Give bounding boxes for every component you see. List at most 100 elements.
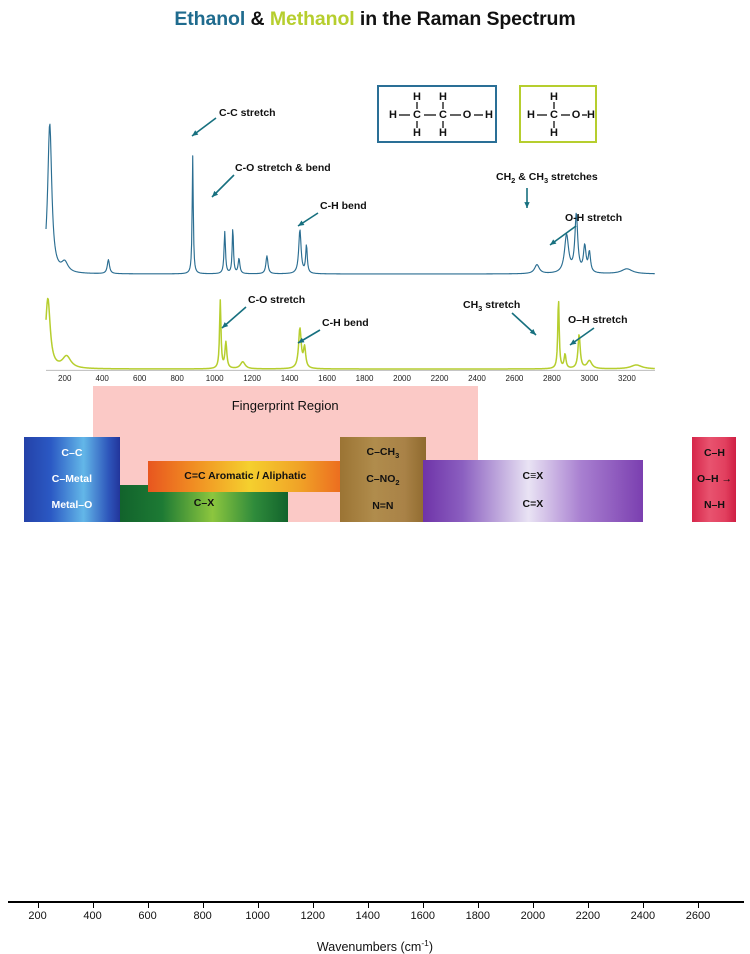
band-triple-double-x-label-0: C≡X (522, 470, 544, 483)
svg-text:H: H (527, 109, 535, 121)
band-tick-label-1600: 1600 (410, 910, 436, 922)
svg-text:H: H (485, 109, 493, 121)
band-axis-caption-close: ) (428, 940, 434, 954)
spectra-tick-1000: 1000 (205, 374, 224, 383)
band-c-ch3-no2-nn-label-1: C–NO2 (366, 472, 400, 488)
spectra-tick-1400: 1400 (280, 374, 299, 383)
band-axis-caption: Wavenumbers (cm-1) (0, 938, 750, 954)
annotation-methanol-oh-stretch: O–H stretch (568, 314, 628, 326)
band-tick-label-2000: 2000 (520, 910, 546, 922)
fingerprint-region-label: Fingerprint Region (231, 398, 339, 413)
band-tick-label-1400: 1400 (355, 910, 380, 922)
svg-text:O: O (463, 109, 472, 121)
band-c-x-label-0: C–X (193, 496, 215, 509)
band-tick-600 (147, 901, 149, 908)
spectra-tick-200: 200 (58, 374, 72, 383)
title-methanol: Methanol (269, 8, 355, 30)
annotation-methanol-co-stretch: C-O stretch (248, 294, 306, 306)
spectra-tick-2600: 2600 (505, 374, 524, 383)
spectra-tick-1200: 1200 (243, 374, 262, 383)
band-tick-label-2600: 2600 (685, 910, 711, 922)
band-axis-line (8, 901, 744, 904)
band-c-h-o-h-n-h-label-2: N–H (703, 499, 725, 512)
band-c-ch3-no2-nn: C–CH3 C–NO2 N=N (340, 437, 426, 522)
svg-text:C: C (413, 109, 421, 121)
svg-text:H: H (550, 127, 558, 139)
band-tick-label-1000: 1000 (245, 910, 270, 922)
band-tick-800 (202, 901, 205, 908)
svg-text:H: H (587, 109, 595, 121)
band-tick-label-1200: 1200 (300, 910, 325, 922)
band-c-c-metal-label-2: Metal–O (51, 499, 93, 512)
annotation-ethanol-cc-stretch: C-C stretch (219, 107, 276, 119)
band-tick-label-800: 800 (193, 910, 212, 922)
band-tick-1600 (422, 901, 425, 908)
spectra-tick-2400: 2400 (468, 374, 486, 383)
spectra-tick-2200: 2200 (430, 374, 449, 383)
spectra-tick-3200: 3200 (617, 374, 636, 383)
band-axis-caption-text: Wavenumbers (cm (316, 940, 422, 954)
band-c-ch3-no2-nn-label-2: N=N (372, 499, 394, 512)
band-chart: Fingerprint Region C–C C–Metal Metal–O C–X C… (0, 382, 750, 954)
svg-text:H: H (439, 91, 447, 103)
spectra-tick-2000: 2000 (393, 374, 411, 383)
methanol-structure-diagram: H H C O H H (527, 91, 595, 139)
spectra-panel: H H H C C O H H H H H (0, 36, 750, 397)
page-title: Ethanol & Methanol in the Raman Spectrum (0, 8, 750, 31)
band-tick-1400 (367, 901, 370, 908)
band-c-c-aromatic: C=C Aromatic / Aliphatic (147, 461, 343, 492)
svg-text:H: H (413, 91, 421, 103)
band-tick-2200 (587, 901, 590, 908)
annotation-methanol-ch3-stretch: CH3 stretch (463, 299, 521, 314)
band-tick-1200 (312, 901, 315, 908)
band-tick-label-1800: 1800 (465, 910, 491, 922)
band-tick-label-400: 400 (83, 910, 102, 922)
band-tick-1000 (257, 901, 260, 908)
band-c-h-o-h-n-h: C–H O–H → N–H (692, 437, 737, 522)
band-triple-double-x: C≡X C=X (422, 460, 643, 522)
svg-text:O: O (572, 109, 581, 121)
band-tick-label-2400: 2400 (630, 910, 656, 922)
svg-text:H: H (389, 109, 397, 121)
band-c-ch3-no2-nn-label-0: C–CH3 (366, 446, 400, 461)
spectra-tick-1800: 1800 (355, 374, 374, 383)
band-c-c-metal: C–C C–Metal Metal–O (23, 437, 121, 522)
band-tick-2000 (532, 901, 535, 908)
annotation-methanol-ch-bend: C-H bend (322, 317, 369, 329)
svg-text:H: H (439, 127, 447, 139)
methanol-structure: H H C O H H (519, 85, 597, 143)
svg-text:H: H (413, 127, 421, 139)
band-tick-200 (37, 901, 39, 908)
band-c-h-o-h-n-h-label-1: O–H → (696, 472, 732, 485)
band-c-c-metal-label-0: C–C (61, 446, 83, 459)
band-tick-2400 (642, 901, 645, 908)
ethanol-structure: H H H C C O H H H (377, 85, 497, 143)
spectra-tick-3000: 3000 (580, 374, 599, 383)
svg-text:H: H (550, 91, 558, 103)
spectra-tick-2800: 2800 (543, 374, 561, 383)
band-axis-caption-exponent: -1 (421, 938, 429, 948)
band-tick-2600 (697, 901, 700, 908)
svg-text:C: C (439, 109, 447, 121)
spectra-tick-1600: 1600 (318, 374, 336, 383)
svg-text:C: C (550, 109, 558, 121)
ethanol-structure-diagram: H H H C C O H H H (389, 91, 493, 139)
title-ampersand: & (245, 8, 270, 30)
band-c-c-aromatic-label-0: C=C Aromatic / Aliphatic (184, 469, 307, 482)
spectra-tick-400: 400 (95, 374, 109, 383)
spectra-tick-600: 600 (133, 374, 147, 383)
title-suffix: in the Raman Spectrum (354, 8, 576, 30)
annotation-ethanol-oh-stretch: O-H stretch (565, 212, 623, 224)
annotation-ethanol-ch2-ch3-stretches: CH2 & CH3 stretches (496, 171, 598, 186)
band-triple-double-x-label-1: C=X (522, 498, 544, 511)
band-tick-label-600: 600 (138, 910, 157, 922)
band-c-h-o-h-n-h-label-0: C–H (703, 446, 725, 459)
annotation-ethanol-ch-bend: C-H bend (320, 200, 367, 212)
annotation-ethanol-co-stretch-bend: C-O stretch & bend (235, 162, 331, 174)
band-c-c-metal-label-1: C–Metal (51, 472, 93, 485)
band-tick-1800 (477, 901, 480, 908)
band-tick-label-2200: 2200 (575, 910, 601, 922)
title-ethanol: Ethanol (174, 8, 246, 30)
band-tick-label-200: 200 (28, 910, 47, 922)
spectra-tick-800: 800 (170, 374, 184, 383)
